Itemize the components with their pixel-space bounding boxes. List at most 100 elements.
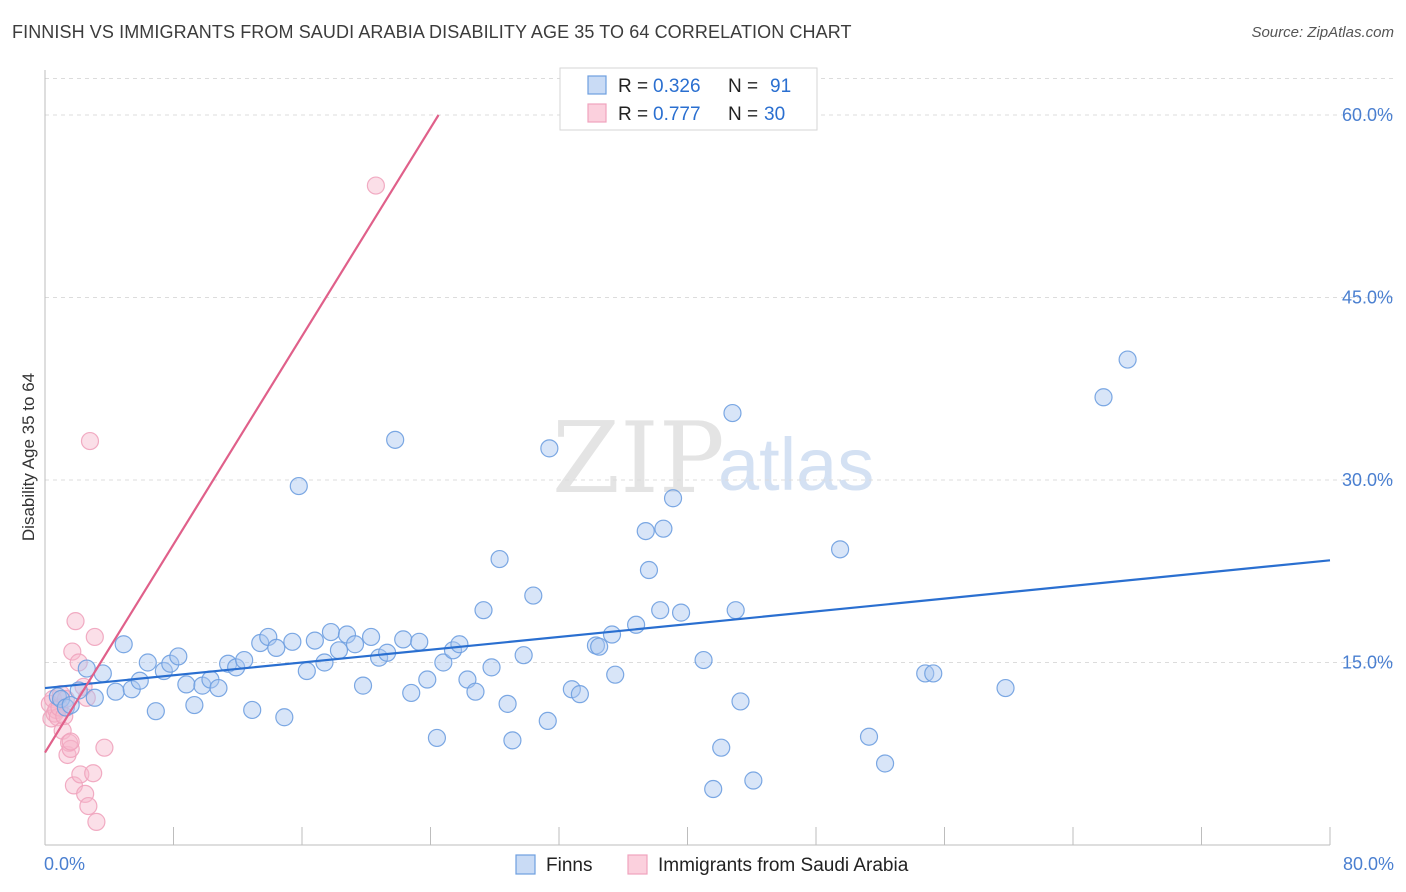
finns-r-value: 0.326 bbox=[653, 76, 701, 97]
finns-point bbox=[177, 675, 196, 694]
finns-point bbox=[61, 695, 80, 715]
finns-point bbox=[114, 635, 133, 654]
finns-point bbox=[570, 685, 589, 704]
finns-point bbox=[361, 627, 381, 647]
saudi-r-label: R = bbox=[618, 104, 648, 125]
saudi-point bbox=[61, 739, 80, 758]
finns-point bbox=[466, 682, 485, 701]
finns-point bbox=[636, 521, 655, 541]
finns-point bbox=[498, 694, 517, 713]
finns-point bbox=[51, 689, 71, 709]
finns-point bbox=[235, 650, 254, 670]
finns-point bbox=[394, 630, 413, 649]
finns-point bbox=[315, 653, 334, 672]
saudi-point bbox=[61, 732, 80, 751]
finns-point bbox=[514, 646, 533, 665]
x-tick-label-max: 80.0% bbox=[1343, 854, 1394, 874]
finns-n-value: 91 bbox=[770, 76, 791, 97]
saudi-point bbox=[366, 176, 385, 195]
saudi-point bbox=[85, 627, 104, 647]
finns-bottom-swatch bbox=[515, 854, 536, 875]
finns-point bbox=[106, 682, 125, 701]
finns-point bbox=[402, 683, 421, 703]
finns-point bbox=[209, 678, 228, 698]
finns-point bbox=[723, 403, 742, 423]
finns-point bbox=[345, 635, 365, 654]
finns-point bbox=[410, 632, 429, 651]
finns-point bbox=[450, 635, 469, 654]
saudi-n-label: N = bbox=[728, 104, 758, 125]
finns-point bbox=[726, 601, 745, 620]
finns-point bbox=[130, 671, 149, 690]
finns-point bbox=[704, 779, 723, 799]
finns-point bbox=[744, 771, 763, 790]
x-tick-label-min: 0.0% bbox=[44, 854, 85, 874]
saudi-point bbox=[80, 431, 100, 451]
finns-point bbox=[538, 711, 557, 731]
y-tick-label: 45.0% bbox=[1342, 288, 1393, 308]
finns-point bbox=[606, 665, 625, 684]
finns-point bbox=[924, 664, 943, 683]
finns-point bbox=[1094, 388, 1113, 407]
stats-legend: R = 0.326 N = 91 R = 0.777 N = 30 bbox=[559, 67, 818, 131]
saudi-point bbox=[71, 765, 90, 784]
finns-point bbox=[297, 661, 316, 681]
finns-n-label: N = bbox=[728, 76, 758, 97]
saudi-point bbox=[79, 796, 98, 816]
finns-point bbox=[651, 601, 670, 620]
finns-point bbox=[329, 641, 349, 660]
saudi-point bbox=[63, 642, 82, 661]
finns-point bbox=[875, 754, 895, 773]
finns-point bbox=[602, 625, 622, 644]
finns-point bbox=[305, 631, 324, 650]
finns-point bbox=[283, 632, 302, 651]
saudi-bottom-swatch bbox=[627, 854, 648, 875]
saudi-point bbox=[66, 612, 85, 631]
finns-point bbox=[830, 540, 850, 559]
finns-point bbox=[490, 549, 509, 569]
watermark-atlas: atlas bbox=[718, 423, 874, 506]
finns-point bbox=[671, 603, 691, 622]
y-tick-label: 60.0% bbox=[1342, 105, 1393, 125]
finns-point bbox=[386, 430, 405, 449]
saudi-point bbox=[84, 764, 103, 783]
finns-legend-swatch bbox=[587, 75, 607, 95]
finns-point bbox=[482, 658, 501, 677]
finns-point bbox=[474, 601, 493, 620]
source-label: Source: ZipAtlas.com bbox=[1251, 24, 1394, 41]
x-ticks bbox=[173, 827, 1331, 845]
bottom-legend: Finns Immigrants from Saudi Arabia bbox=[515, 854, 909, 876]
finns-point bbox=[185, 695, 204, 715]
trend-lines bbox=[44, 114, 1331, 754]
finns-point bbox=[654, 519, 673, 538]
finns-point bbox=[353, 676, 373, 695]
finns-bottom-label: Finns bbox=[546, 855, 592, 876]
finns-point bbox=[321, 622, 341, 642]
finns-trend-line bbox=[44, 559, 1331, 690]
finns-point bbox=[275, 708, 294, 727]
finns-point bbox=[712, 738, 731, 757]
finns-point bbox=[418, 670, 437, 689]
saudi-point bbox=[95, 738, 114, 757]
finns-point bbox=[434, 653, 453, 672]
finns-point bbox=[524, 586, 543, 605]
finns-point bbox=[503, 731, 522, 750]
watermark-zip: ZIP bbox=[552, 402, 725, 516]
saudi-points bbox=[40, 176, 385, 831]
finns-point bbox=[694, 650, 713, 670]
finns-point bbox=[663, 489, 683, 508]
y-tick-labels: 15.0% 30.0% 45.0% 60.0% bbox=[1342, 105, 1393, 673]
finns-point bbox=[1118, 350, 1137, 369]
y-tick-label: 30.0% bbox=[1342, 470, 1393, 490]
saudi-r-value: 0.777 bbox=[653, 104, 701, 125]
finns-point bbox=[427, 728, 447, 748]
saudi-bottom-label: Immigrants from Saudi Arabia bbox=[658, 855, 909, 876]
finns-point bbox=[540, 439, 559, 458]
saudi-legend-swatch bbox=[587, 103, 607, 123]
y-axis-label: Disability Age 35 to 64 bbox=[19, 373, 38, 541]
saudi-n-value: 30 bbox=[764, 104, 785, 125]
finns-point bbox=[996, 678, 1015, 698]
finns-points bbox=[48, 350, 1137, 799]
finns-point bbox=[267, 638, 286, 658]
